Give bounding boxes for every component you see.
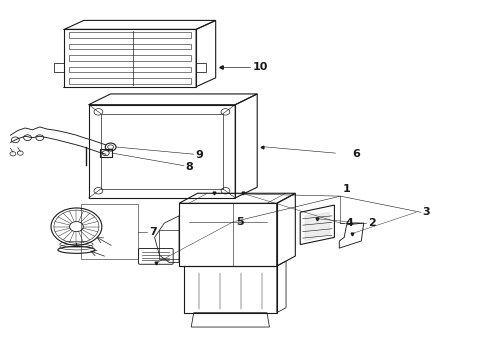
Text: 4: 4: [345, 218, 353, 228]
Text: 7: 7: [150, 227, 157, 237]
Text: 2: 2: [368, 218, 375, 228]
Text: 3: 3: [422, 207, 430, 217]
Text: 9: 9: [195, 150, 203, 160]
Text: 8: 8: [185, 162, 193, 172]
Text: 10: 10: [252, 62, 268, 72]
Text: 6: 6: [352, 149, 360, 159]
Bar: [81, 204, 138, 259]
Text: 5: 5: [236, 217, 244, 227]
Text: 1: 1: [343, 184, 350, 194]
Polygon shape: [305, 212, 330, 241]
